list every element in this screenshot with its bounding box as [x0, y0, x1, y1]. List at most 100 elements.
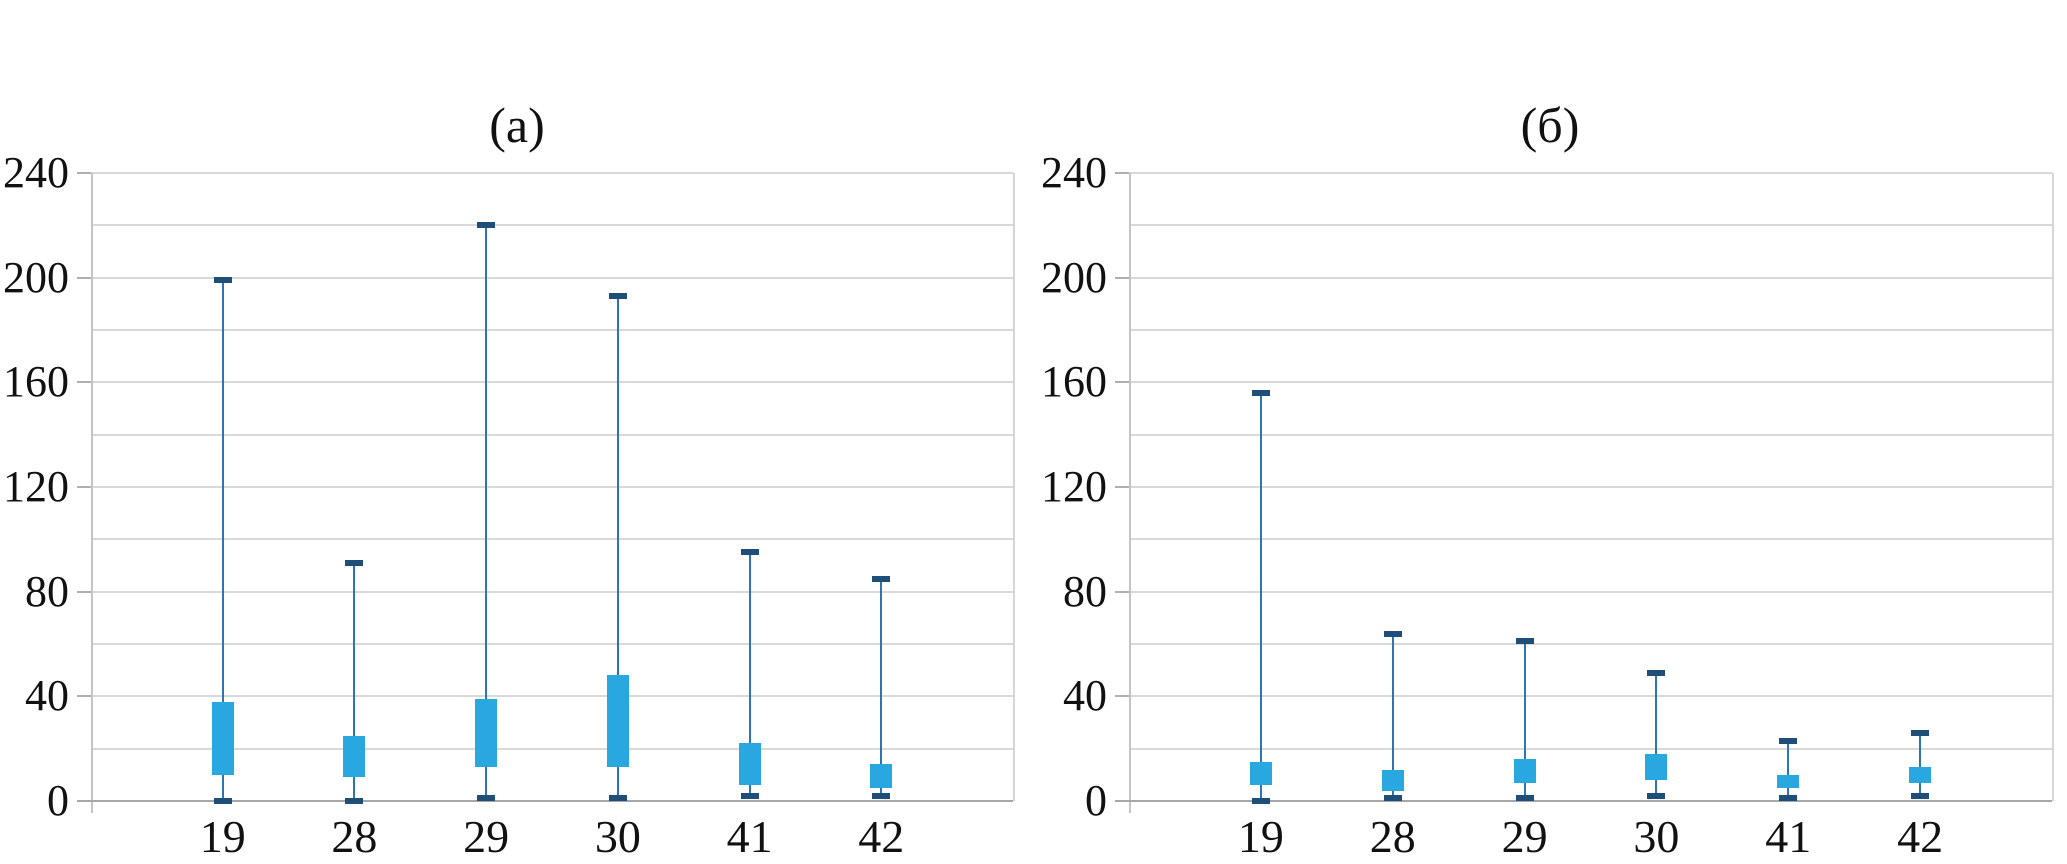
- whisker-cap-min-29: [1515, 795, 1534, 802]
- x-axis-label-42: 42: [858, 811, 905, 862]
- whisker-cap-min-41: [740, 792, 759, 799]
- whisker-cap-min-28: [345, 798, 364, 804]
- whisker-line-28: [1391, 633, 1394, 799]
- gridline-y100: [91, 538, 1013, 541]
- whisker-cap-min-42: [872, 792, 891, 799]
- y-axis-label-200: 200: [1041, 252, 1107, 302]
- y-axis-tick-240: [1115, 172, 1129, 174]
- gridline-y140: [1129, 433, 2052, 436]
- x-axis-line: [77, 800, 1013, 802]
- y-axis-tick-200: [1115, 276, 1129, 279]
- y-axis-label-240: 240: [1041, 148, 1107, 197]
- whisker-cap-max-28: [345, 559, 364, 566]
- gridline-y60: [91, 643, 1013, 645]
- gridline-y60: [1129, 643, 2052, 645]
- whisker-cap-min-30: [1647, 792, 1666, 799]
- x-axis-line: [1115, 800, 2052, 802]
- y-axis-label-0: 0: [1085, 776, 1107, 825]
- gridline-y200: [91, 276, 1013, 279]
- x-axis-label-29: 29: [463, 811, 510, 862]
- whisker-cap-max-19: [213, 277, 232, 284]
- x-axis-label-42: 42: [1897, 811, 1944, 862]
- whisker-cap-max-42: [872, 575, 891, 582]
- x-axis-label-19: 19: [1237, 811, 1284, 862]
- x-axis-label-19: 19: [199, 811, 246, 862]
- gridline-y160: [91, 381, 1013, 384]
- iqr-box-41: [738, 743, 761, 786]
- iqr-box-28: [1381, 769, 1404, 791]
- whisker-cap-max-29: [1515, 638, 1534, 645]
- y-axis-label-40: 40: [1063, 671, 1107, 721]
- iqr-box-41: [1777, 774, 1800, 788]
- y-axis-tick-240: [77, 172, 91, 174]
- y-axis-label-160: 160: [3, 357, 69, 407]
- iqr-box-19: [1249, 761, 1272, 786]
- whisker-cap-max-28: [1383, 630, 1402, 637]
- gridline-y120: [91, 486, 1013, 488]
- y-axis-line: [1129, 173, 1131, 813]
- iqr-box-30: [1645, 753, 1668, 781]
- plot-right-border: [2052, 173, 2054, 801]
- gridline-y200: [1129, 276, 2052, 279]
- iqr-box-29: [475, 698, 498, 767]
- whisker-cap-min-19: [1251, 798, 1270, 804]
- whisker-cap-min-30: [608, 795, 627, 802]
- y-axis-label-200: 200: [3, 252, 69, 302]
- y-axis-tick-160: [1115, 381, 1129, 384]
- y-axis-tick-40: [77, 695, 91, 698]
- y-axis-label-240: 240: [3, 148, 69, 197]
- x-axis-label-28: 28: [1369, 811, 1416, 862]
- gridline-y160: [1129, 381, 2052, 384]
- whisker-cap-max-19: [1251, 389, 1270, 396]
- whisker-line-41: [748, 552, 751, 796]
- whisker-line-19: [221, 280, 224, 801]
- whisker-line-28: [353, 562, 356, 801]
- whisker-cap-max-30: [1647, 669, 1666, 676]
- whisker-cap-max-30: [608, 292, 627, 299]
- gridline-y100: [1129, 538, 2052, 541]
- gridline-y20: [1129, 747, 2052, 750]
- gridline-y240: [91, 172, 1013, 174]
- whisker-cap-max-42: [1911, 729, 1930, 736]
- y-axis-label-80: 80: [25, 566, 69, 616]
- y-axis-label-160: 160: [1041, 357, 1107, 407]
- x-axis-label-41: 41: [726, 811, 773, 862]
- y-axis-tick-160: [77, 381, 91, 384]
- whisker-cap-min-19: [213, 798, 232, 804]
- x-axis-label-29: 29: [1501, 811, 1548, 862]
- whisker-cap-min-28: [1383, 795, 1402, 802]
- x-axis-label-28: 28: [331, 811, 378, 862]
- gridline-y40: [1129, 695, 2052, 698]
- gridline-y80: [91, 590, 1013, 593]
- whisker-line-19: [1259, 392, 1262, 801]
- y-axis-tick-80: [1115, 590, 1129, 593]
- whisker-cap-max-41: [1779, 737, 1798, 744]
- iqr-box-28: [343, 735, 366, 778]
- gridline-y240: [1129, 172, 2052, 174]
- gridline-y120: [1129, 486, 2052, 488]
- y-axis-tick-120: [1115, 486, 1129, 488]
- y-axis-line: [91, 173, 93, 813]
- x-axis-label-30: 30: [594, 811, 641, 862]
- iqr-box-30: [606, 675, 629, 767]
- gridline-y40: [91, 695, 1013, 698]
- iqr-box-42: [870, 764, 893, 788]
- gridline-y140: [91, 433, 1013, 436]
- y-axis-label-80: 80: [1063, 566, 1107, 616]
- whisker-cap-max-41: [740, 549, 759, 556]
- y-axis-tick-40: [1115, 695, 1129, 698]
- whisker-line-29: [485, 225, 488, 799]
- whisker-cap-min-29: [477, 795, 496, 802]
- iqr-box-42: [1909, 766, 1932, 783]
- y-axis-label-40: 40: [25, 671, 69, 721]
- x-axis-label-30: 30: [1633, 811, 1680, 862]
- gridline-y180: [91, 329, 1013, 331]
- chart-title-b: (б): [1520, 97, 1580, 153]
- gridline-y80: [1129, 590, 2052, 593]
- y-axis-tick-120: [77, 486, 91, 488]
- y-axis-tick-200: [77, 276, 91, 279]
- plot-right-border: [1013, 173, 1015, 801]
- whisker-cap-min-42: [1911, 792, 1930, 799]
- whisker-line-30: [616, 295, 619, 799]
